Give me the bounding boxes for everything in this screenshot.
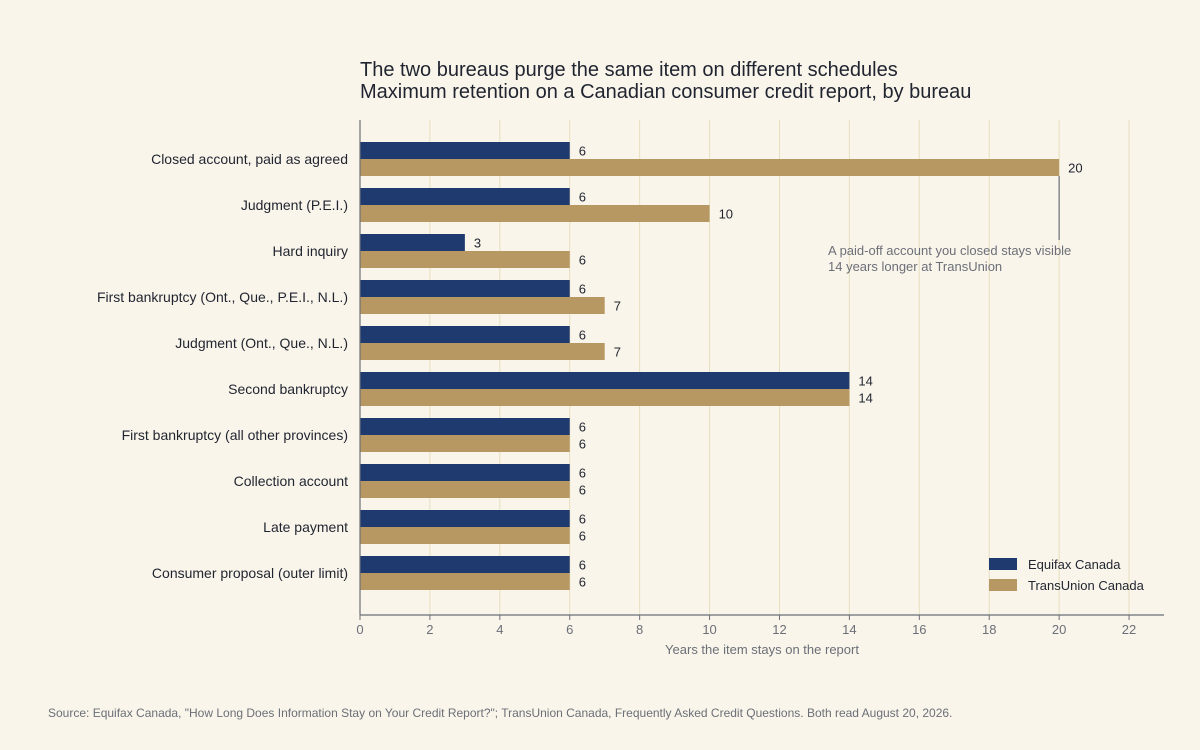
x-tick-label: 2: [426, 622, 433, 637]
x-tick-label: 18: [982, 622, 996, 637]
bar-transunion: [360, 527, 570, 544]
axes: 0 2 4 6 8 10 12 14 16 18 20 22: [356, 120, 1164, 637]
value-label: 6: [579, 512, 586, 527]
value-label: 10: [719, 207, 733, 222]
value-label: 6: [579, 483, 586, 498]
bar-transunion: [360, 159, 1060, 176]
category-labels: Closed account, paid as agreed Judgment (…: [97, 151, 348, 581]
bar-equifax: [360, 142, 570, 159]
bar-equifax: [360, 280, 570, 297]
category-label: Judgment (Ont., Que., N.L.): [175, 335, 348, 351]
value-label: 6: [579, 144, 586, 159]
bar-transunion: [360, 205, 710, 222]
bar-transunion: [360, 389, 850, 406]
x-tick-label: 20: [1052, 622, 1066, 637]
value-label: 3: [474, 236, 481, 251]
category-label: Collection account: [234, 473, 349, 489]
x-tick-label: 0: [356, 622, 363, 637]
value-label: 6: [579, 190, 586, 205]
value-label: 7: [614, 299, 621, 314]
category-label: Late payment: [263, 519, 348, 535]
category-label: Second bankruptcy: [228, 381, 348, 397]
value-label: 6: [579, 328, 586, 343]
value-label: 6: [579, 575, 586, 590]
annotation-text: A paid-off account you closed stays visi…: [828, 243, 1071, 258]
bar-transunion: [360, 435, 570, 452]
category-label: Closed account, paid as agreed: [151, 151, 348, 167]
value-label: 6: [579, 253, 586, 268]
source-note: Source: Equifax Canada, "How Long Does I…: [48, 706, 952, 720]
chart-title: The two bureaus purge the same item on d…: [360, 59, 898, 81]
bar-equifax: [360, 372, 850, 389]
chart-subtitle: Maximum retention on a Canadian consumer…: [360, 81, 971, 103]
value-label: 6: [579, 466, 586, 481]
x-tick-label: 10: [702, 622, 716, 637]
legend-swatch: [989, 558, 1017, 570]
bar-equifax: [360, 234, 465, 251]
x-tick-label: 14: [842, 622, 856, 637]
value-label: 14: [858, 391, 872, 406]
bar-transunion: [360, 297, 605, 314]
bar-equifax: [360, 556, 570, 573]
legend: Equifax Canada TransUnion Canada: [989, 557, 1145, 593]
x-tick-label: 4: [496, 622, 503, 637]
value-label: 20: [1068, 161, 1082, 176]
bar-equifax: [360, 326, 570, 343]
bars: [360, 142, 1060, 590]
x-tick-label: 16: [912, 622, 926, 637]
bar-transunion: [360, 481, 570, 498]
legend-label: Equifax Canada: [1028, 557, 1121, 572]
annotation: A paid-off account you closed stays visi…: [828, 176, 1071, 274]
x-tick-label: 12: [772, 622, 786, 637]
bar-transunion: [360, 573, 570, 590]
value-label: 6: [579, 282, 586, 297]
annotation-text: 14 years longer at TransUnion: [828, 259, 1002, 274]
category-label: Hard inquiry: [273, 243, 348, 259]
x-tick-label: 22: [1122, 622, 1136, 637]
bar-transunion: [360, 251, 570, 268]
value-label: 6: [579, 558, 586, 573]
bar-equifax: [360, 418, 570, 435]
value-label: 7: [614, 345, 621, 360]
x-axis-title: Years the item stays on the report: [665, 642, 859, 657]
value-label: 14: [858, 374, 872, 389]
value-label: 6: [579, 437, 586, 452]
legend-swatch: [989, 579, 1017, 591]
value-label: 6: [579, 529, 586, 544]
category-label: First bankruptcy (all other provinces): [122, 427, 348, 443]
bar-equifax: [360, 188, 570, 205]
category-label: First bankruptcy (Ont., Que., P.E.I., N.…: [97, 289, 348, 305]
category-label: Consumer proposal (outer limit): [152, 565, 348, 581]
bar-equifax: [360, 510, 570, 527]
legend-label: TransUnion Canada: [1028, 578, 1145, 593]
bar-transunion: [360, 343, 605, 360]
x-tick-label: 8: [636, 622, 643, 637]
bar-equifax: [360, 464, 570, 481]
category-label: Judgment (P.E.I.): [241, 197, 348, 213]
value-labels: 6 20 6 10 3 6 6 7 6 7 14 14 6 6 6 6 6 6 6 6: [474, 144, 1083, 590]
value-label: 6: [579, 420, 586, 435]
x-tick-label: 6: [566, 622, 573, 637]
